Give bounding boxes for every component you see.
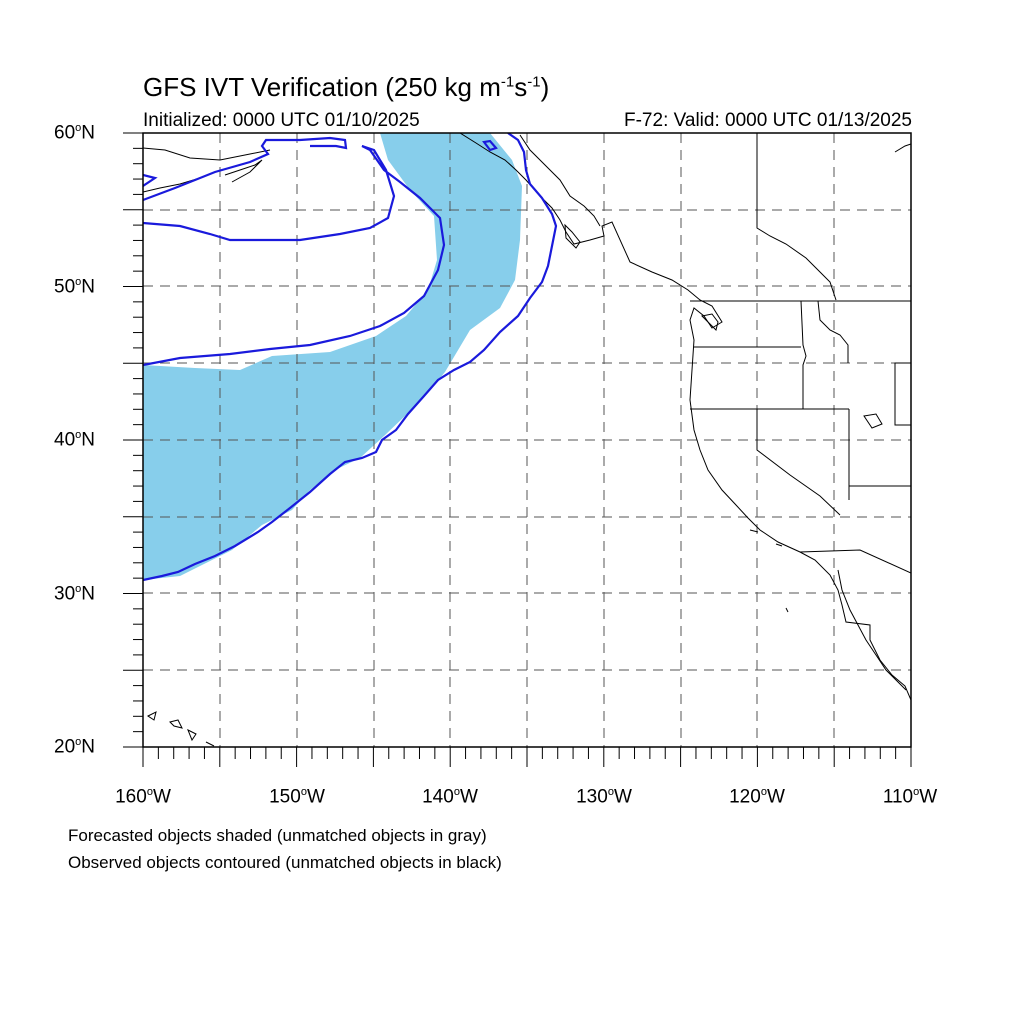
legend-forecast-note: Forecasted objects shaded (unmatched obj…	[68, 826, 487, 845]
legend-observed-note: Observed objects contoured (unmatched ob…	[68, 853, 502, 872]
lon-label-160w: 160oW	[115, 786, 171, 808]
initialized-label: Initialized: 0000 UTC 01/10/2025	[143, 110, 420, 131]
lat-label-40: 40oN	[54, 429, 95, 451]
axis-ticks	[123, 132, 912, 767]
observed-ivt-contour	[143, 133, 558, 582]
lat-label-60: 60oN	[54, 122, 95, 144]
valid-time-label: F-72: Valid: 0000 UTC 01/13/2025	[624, 110, 912, 131]
lat-label-50: 50oN	[54, 276, 95, 298]
lon-label-110w: 110oW	[882, 786, 938, 808]
lon-label-150w: 150oW	[269, 786, 325, 808]
map-title: GFS IVT Verification (250 kg m-1s-1)	[143, 72, 550, 102]
coastline	[143, 133, 911, 747]
map-frame	[142, 132, 912, 748]
lat-label-30: 30oN	[54, 583, 95, 605]
lon-label-130w: 130oW	[576, 786, 632, 808]
lon-label-140w: 140oW	[422, 786, 478, 808]
lat-label-20: 20oN	[54, 736, 95, 758]
lon-label-120w: 120oW	[729, 786, 785, 808]
forecast-ivt-object	[143, 133, 522, 580]
